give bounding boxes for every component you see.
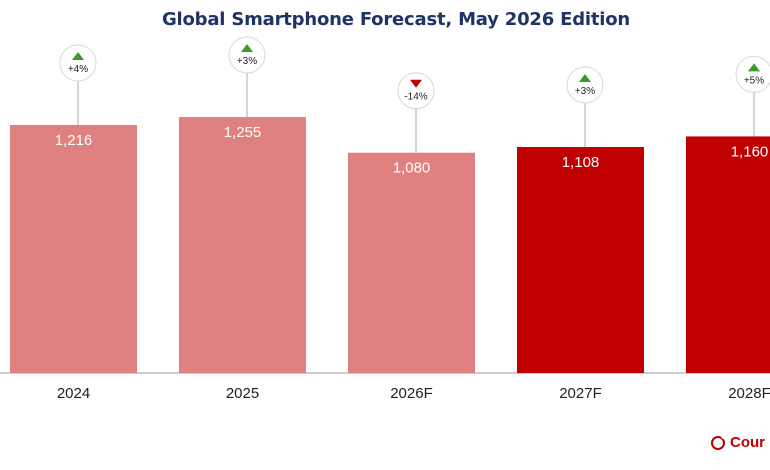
growth-badge bbox=[397, 72, 435, 110]
x-tick-label: 2024 bbox=[57, 385, 90, 402]
logo-icon bbox=[711, 432, 727, 450]
growth-label: -14% bbox=[404, 92, 427, 103]
bar bbox=[10, 125, 137, 373]
bar-value-label: 1,160 bbox=[731, 143, 769, 160]
up-arrow-icon bbox=[748, 63, 760, 72]
bar bbox=[348, 152, 475, 373]
bar bbox=[517, 147, 644, 373]
growth-badge bbox=[228, 36, 266, 74]
up-arrow-icon bbox=[579, 74, 591, 83]
chart-title: Global Smartphone Forecast, May 2026 Edi… bbox=[161, 9, 631, 30]
bar-value-label: 1,080 bbox=[393, 160, 431, 177]
growth-label: +4% bbox=[68, 64, 88, 75]
up-arrow-icon bbox=[241, 44, 253, 53]
logo-text: Cour bbox=[730, 434, 765, 451]
x-tick-label: 2026F bbox=[390, 385, 433, 402]
x-tick-label: 2027F bbox=[559, 385, 602, 402]
bar bbox=[686, 136, 770, 373]
x-tick-label: 2025 bbox=[226, 385, 259, 402]
source-logo: Cour bbox=[711, 432, 765, 451]
bar-value-label: 1,108 bbox=[562, 154, 600, 171]
bar-value-label: 1,255 bbox=[224, 124, 262, 141]
down-arrow-icon bbox=[410, 79, 422, 88]
growth-label: +3% bbox=[575, 86, 595, 97]
growth-badge bbox=[566, 66, 604, 104]
bar bbox=[179, 117, 306, 373]
bar-value-label: 1,216 bbox=[55, 132, 93, 149]
growth-label: +5% bbox=[744, 75, 764, 86]
growth-label: +3% bbox=[237, 56, 257, 67]
growth-badge bbox=[735, 55, 770, 93]
up-arrow-icon bbox=[72, 52, 84, 60]
growth-badge bbox=[59, 44, 97, 82]
x-tick-label: 2028F bbox=[728, 385, 770, 402]
